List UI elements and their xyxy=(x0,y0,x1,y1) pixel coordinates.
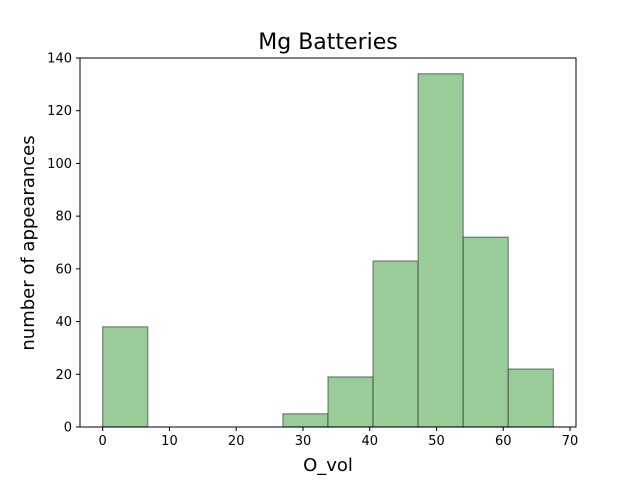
plot-frame xyxy=(79,57,577,428)
y-axis-ticks: 0 20 40 60 80 100 120 140 xyxy=(47,52,80,436)
histogram-bar-4 xyxy=(282,413,329,428)
y-tick-label: 0 xyxy=(64,421,72,436)
histogram-bar-7 xyxy=(417,73,464,428)
x-tick-label: 20 xyxy=(228,434,245,449)
x-tick-label: 50 xyxy=(428,434,445,449)
y-tick-label: 80 xyxy=(55,210,72,225)
bars-group xyxy=(102,73,554,428)
x-tick-label: 10 xyxy=(161,434,178,449)
x-tick-label: 60 xyxy=(495,434,512,449)
x-axis-label: O_vol xyxy=(303,455,353,476)
histogram-bar-8 xyxy=(462,236,509,428)
y-tick-label: 120 xyxy=(47,104,72,119)
x-axis-ticks: 0 10 20 30 40 50 60 70 xyxy=(99,427,579,449)
chart-title: Mg Batteries xyxy=(258,30,397,55)
y-axis-label: number of appearances xyxy=(18,135,39,350)
x-tick-label: 30 xyxy=(295,434,312,449)
y-tick-label: 40 xyxy=(55,315,72,330)
histogram-bar-6 xyxy=(372,260,419,428)
y-tick-label: 100 xyxy=(47,157,72,172)
y-tick-label: 60 xyxy=(55,262,72,277)
histogram-bar-9 xyxy=(507,368,554,428)
x-tick-label: 0 xyxy=(99,434,107,449)
x-tick-label: 40 xyxy=(361,434,378,449)
y-tick-label: 140 xyxy=(47,52,72,67)
y-tick-label: 20 xyxy=(55,368,72,383)
x-tick-label: 70 xyxy=(562,434,579,449)
histogram-bar-5 xyxy=(327,376,374,428)
histogram-bar-0 xyxy=(102,326,149,428)
